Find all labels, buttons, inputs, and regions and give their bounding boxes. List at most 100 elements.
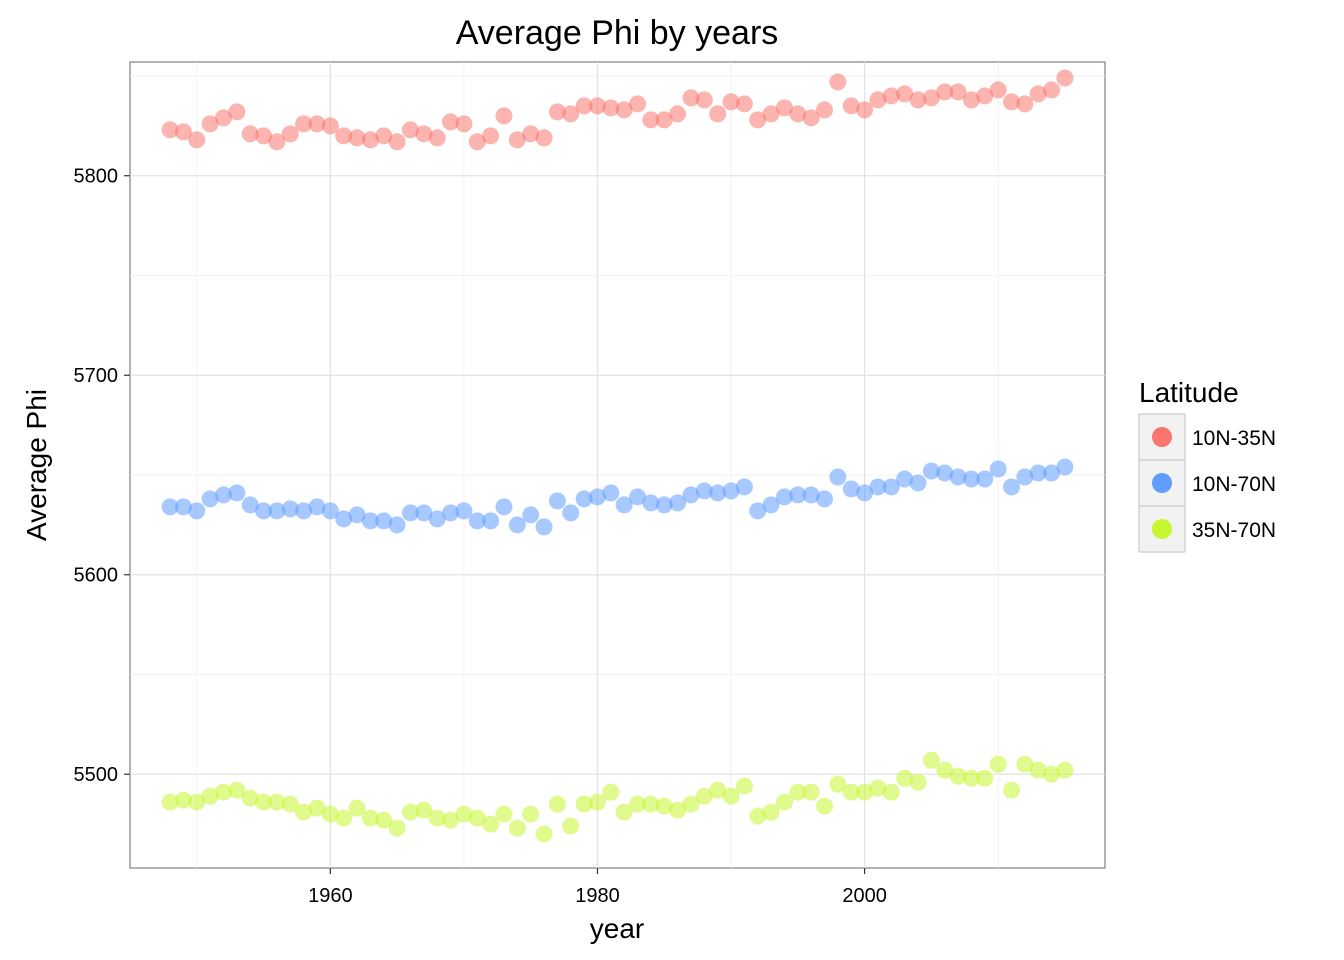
point-10n-70n <box>295 502 313 520</box>
point-10n-35n <box>415 125 433 143</box>
legend-key-marker <box>1152 519 1172 539</box>
point-35n-70n <box>749 807 767 825</box>
point-10n-35n <box>308 115 326 133</box>
point-10n-70n <box>709 484 727 502</box>
point-10n-35n <box>896 85 914 103</box>
point-10n-70n <box>401 504 419 522</box>
point-10n-35n <box>401 121 419 139</box>
point-35n-70n <box>775 793 793 811</box>
legend-label: 10N-70N <box>1192 473 1276 496</box>
point-10n-70n <box>442 504 460 522</box>
data-points <box>161 69 1074 843</box>
point-35n-70n <box>455 805 473 823</box>
point-10n-70n <box>201 490 219 508</box>
point-35n-70n <box>1029 761 1047 779</box>
point-10n-35n <box>882 87 900 105</box>
point-10n-70n <box>949 468 967 486</box>
point-35n-70n <box>856 783 874 801</box>
point-10n-35n <box>268 133 286 151</box>
point-10n-70n <box>602 484 620 502</box>
point-10n-35n <box>615 101 633 119</box>
point-35n-70n <box>842 783 860 801</box>
point-10n-70n <box>241 496 259 514</box>
point-10n-70n <box>308 498 326 516</box>
point-10n-70n <box>375 512 393 530</box>
point-35n-70n <box>508 819 526 837</box>
point-10n-35n <box>936 83 954 101</box>
point-35n-70n <box>161 793 179 811</box>
point-35n-70n <box>896 769 914 787</box>
point-10n-70n <box>575 490 593 508</box>
point-35n-70n <box>495 805 513 823</box>
point-10n-70n <box>455 502 473 520</box>
point-35n-70n <box>308 799 326 817</box>
point-10n-70n <box>161 498 179 516</box>
point-35n-70n <box>255 793 273 811</box>
point-10n-35n <box>775 99 793 117</box>
point-10n-70n <box>722 482 740 500</box>
point-10n-35n <box>1016 95 1034 113</box>
point-35n-70n <box>241 789 259 807</box>
point-10n-70n <box>775 488 793 506</box>
point-35n-70n <box>1016 755 1034 773</box>
point-10n-70n <box>695 482 713 500</box>
point-10n-35n <box>869 91 887 109</box>
point-10n-70n <box>348 506 366 524</box>
point-35n-70n <box>962 769 980 787</box>
point-35n-70n <box>655 797 673 815</box>
y-axis-title: Average Phi <box>21 389 52 541</box>
point-10n-35n <box>321 117 339 135</box>
legend-key-marker <box>1152 473 1172 493</box>
point-10n-35n <box>455 115 473 133</box>
point-10n-35n <box>575 97 593 115</box>
point-10n-35n <box>535 129 553 147</box>
point-10n-70n <box>909 474 927 492</box>
point-10n-35n <box>174 123 192 141</box>
point-10n-70n <box>228 484 246 502</box>
point-10n-70n <box>882 478 900 496</box>
point-35n-70n <box>188 793 206 811</box>
y-axis: 5500 5600 5700 5800 <box>74 166 130 786</box>
point-35n-70n <box>909 773 927 791</box>
y-tick-label: 5600 <box>74 565 119 587</box>
point-35n-70n <box>789 783 807 801</box>
point-10n-35n <box>428 129 446 147</box>
point-35n-70n <box>762 803 780 821</box>
point-10n-35n <box>1043 81 1061 99</box>
point-35n-70n <box>468 809 486 827</box>
y-tick-label: 5800 <box>74 166 119 188</box>
point-35n-70n <box>214 783 232 801</box>
point-35n-70n <box>642 795 660 813</box>
point-10n-70n <box>856 484 874 502</box>
point-10n-70n <box>281 500 299 518</box>
point-10n-35n <box>829 73 847 91</box>
point-10n-70n <box>495 498 513 516</box>
point-35n-70n <box>482 815 500 833</box>
point-10n-35n <box>562 105 580 123</box>
point-10n-70n <box>388 516 406 534</box>
point-10n-35n <box>495 107 513 125</box>
point-10n-70n <box>802 486 820 504</box>
point-10n-35n <box>642 111 660 129</box>
point-35n-70n <box>548 795 566 813</box>
point-10n-70n <box>428 510 446 528</box>
point-10n-35n <box>375 127 393 145</box>
point-10n-70n <box>468 512 486 530</box>
point-10n-70n <box>255 502 273 520</box>
point-10n-35n <box>735 95 753 113</box>
point-10n-70n <box>749 502 767 520</box>
x-axis-title: year <box>590 913 644 944</box>
point-10n-70n <box>642 494 660 512</box>
point-10n-70n <box>869 478 887 496</box>
point-10n-70n <box>629 488 647 506</box>
legend-key-marker <box>1152 427 1172 447</box>
x-tick-label: 1960 <box>308 885 353 907</box>
point-35n-70n <box>1043 765 1061 783</box>
point-10n-70n <box>268 502 286 520</box>
point-35n-70n <box>682 795 700 813</box>
point-35n-70n <box>722 787 740 805</box>
x-axis: 1960 1980 2000 <box>308 868 887 907</box>
point-35n-70n <box>401 803 419 821</box>
grid-lines <box>130 62 1105 868</box>
